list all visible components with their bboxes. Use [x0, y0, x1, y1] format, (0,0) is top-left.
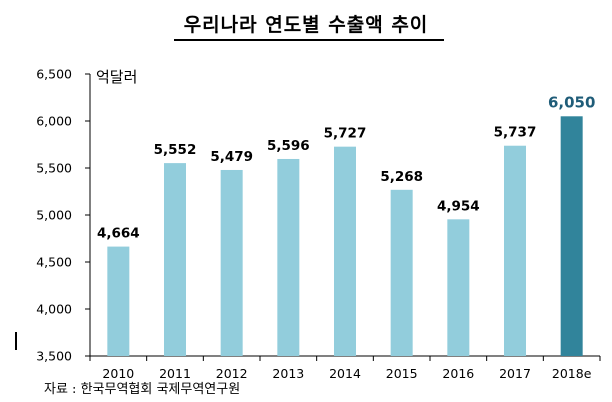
x-tick-label: 2016: [442, 366, 474, 381]
x-tick-label: 2017: [499, 366, 531, 381]
y-tick-label: 4,500: [36, 255, 72, 270]
x-tick-label: 2012: [216, 366, 248, 381]
data-label: 5,552: [154, 142, 197, 158]
data-label: 6,050: [548, 93, 595, 111]
y-tick-label: 5,500: [36, 161, 72, 176]
bar-2017: [504, 145, 526, 356]
data-label: 4,954: [437, 198, 480, 214]
y-tick-label: 6,500: [36, 67, 72, 82]
x-tick-label: 2010: [102, 366, 134, 381]
bar-2013: [277, 158, 300, 356]
data-label: 4,664: [97, 226, 140, 242]
bar-2018e: [560, 116, 583, 356]
data-label: 5,479: [210, 149, 253, 165]
data-label: 5,737: [494, 125, 537, 141]
bar-2014: [334, 146, 356, 356]
x-tick-label: 2011: [159, 366, 191, 381]
x-tick-label: 2013: [272, 366, 304, 381]
bar-2010: [107, 246, 130, 356]
x-tick-label: 2018e: [552, 366, 592, 381]
x-tick-label: 2014: [329, 366, 361, 381]
bar-2015: [390, 189, 413, 356]
data-label: 5,596: [267, 138, 310, 154]
bar-2016: [447, 219, 470, 356]
y-tick-label: 4,000: [36, 302, 72, 317]
source-note: 자료 : 한국무역협회 국제무역연구원: [44, 382, 241, 397]
x-tick-label: 2015: [386, 366, 418, 381]
text-cursor-mark: [15, 332, 17, 350]
title-underline: [174, 39, 444, 41]
unit-label: 억달러: [96, 68, 138, 86]
bar-2011: [164, 163, 186, 356]
bar-2012: [220, 169, 243, 356]
y-tick-label: 6,000: [36, 114, 72, 129]
y-tick-label: 3,500: [36, 349, 72, 364]
data-label: 5,268: [380, 169, 423, 185]
data-label: 5,727: [324, 126, 367, 142]
chart-title: 우리나라 연도별 수출액 추이: [183, 14, 429, 36]
y-tick-label: 5,000: [36, 208, 72, 223]
